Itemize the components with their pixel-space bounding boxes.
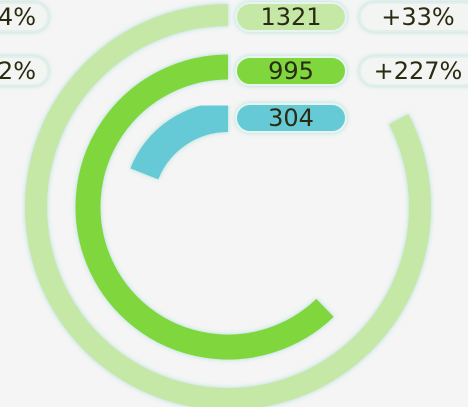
side-label: 2%: [0, 57, 36, 85]
change-pill: [359, 2, 468, 32]
value-pill: [235, 56, 347, 86]
value-label: 1321: [260, 3, 321, 31]
change-label: +33%: [381, 3, 454, 31]
change-label: +227%: [374, 57, 463, 85]
radial-bar: [75, 54, 334, 360]
value-label: 995: [268, 57, 314, 85]
radial-bar: [25, 4, 431, 407]
value-pill: [235, 2, 347, 32]
side-pill: [0, 56, 49, 86]
value-label: 304: [268, 104, 314, 132]
side-pill: [0, 2, 49, 32]
change-pill: [359, 56, 468, 86]
side-label: 4%: [0, 3, 36, 31]
value-pill: [235, 103, 347, 133]
radial-bar: [130, 102, 229, 180]
